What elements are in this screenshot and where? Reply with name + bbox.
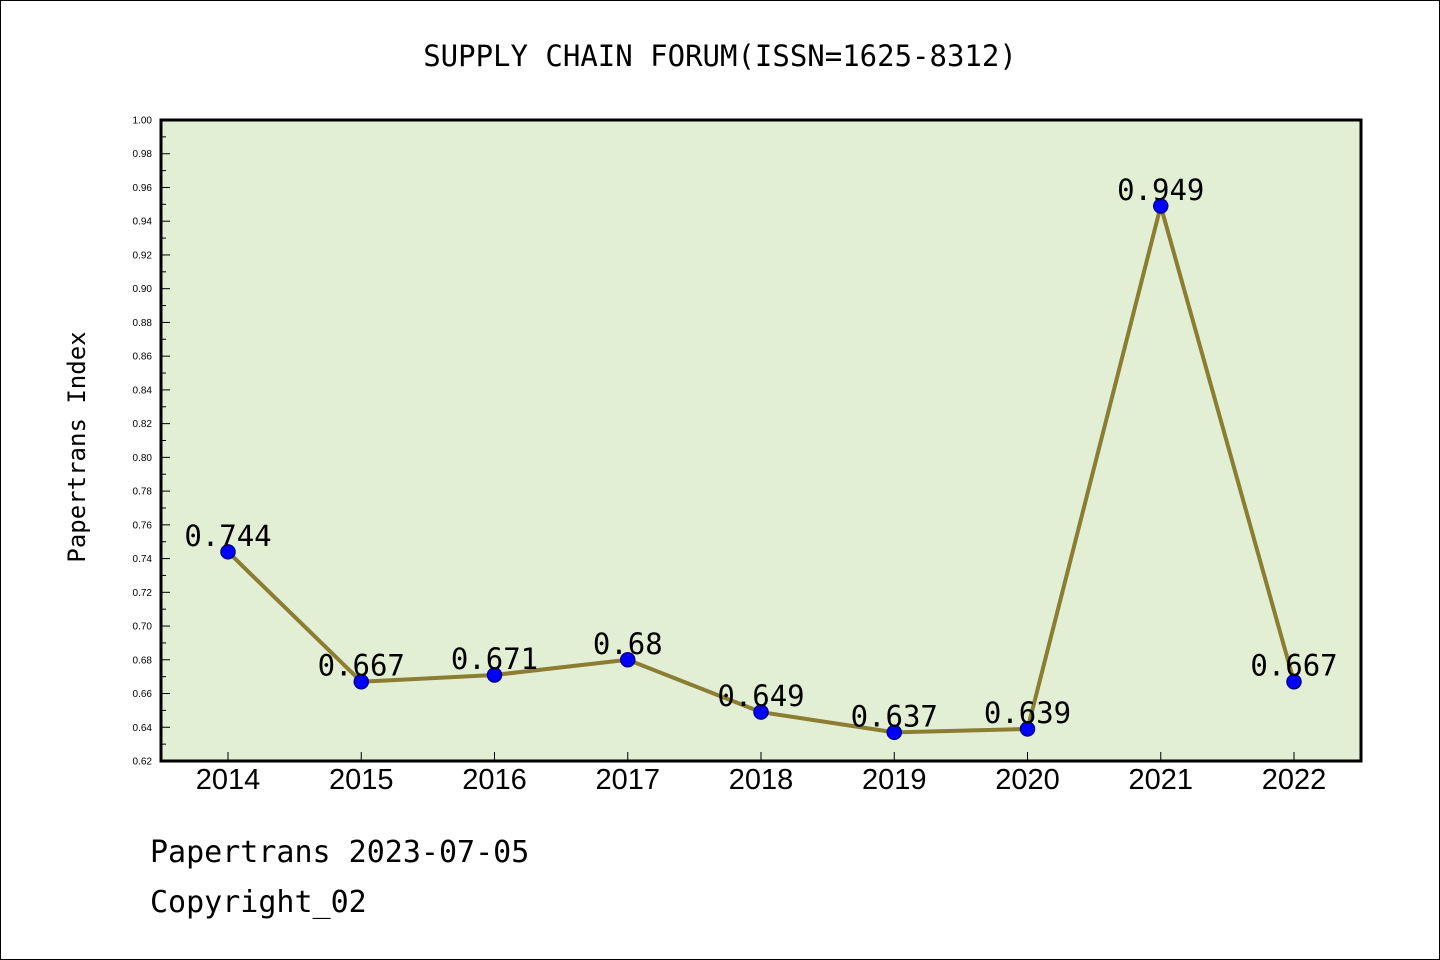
y-tick-label: 0.80: [133, 453, 153, 464]
x-tick-label: 2016: [462, 764, 527, 796]
chart-title: SUPPLY CHAIN FORUM(ISSN=1625-8312): [423, 39, 1017, 73]
y-tick-label: 0.92: [133, 250, 153, 261]
data-point: [1019, 721, 1036, 737]
data-label: 0.667: [1250, 649, 1337, 683]
x-tick-label: 2019: [862, 764, 927, 796]
y-tick-label: 0.66: [133, 689, 153, 700]
x-tick-label: 2015: [329, 764, 394, 796]
data-labels-group: 0.744 0.667 0.671 0.68 0.649 0.637 0.639 0.949 0…: [184, 173, 1337, 733]
y-tick-label: 0.86: [133, 352, 153, 363]
x-tick-label: 2020: [995, 764, 1060, 796]
data-label: 0.744: [184, 519, 271, 553]
data-label: 0.949: [1117, 173, 1204, 207]
y-tick-label: 0.88: [133, 318, 153, 329]
data-point: [753, 704, 769, 720]
data-label: 0.637: [851, 699, 938, 733]
data-point: [486, 667, 503, 683]
y-tick-label: 0.84: [133, 385, 153, 396]
y-tick-label: 0.78: [133, 487, 153, 498]
plot-border: [159, 118, 1363, 763]
y-tick-label: 0.96: [133, 183, 153, 194]
y-tick-label: 0.74: [133, 554, 153, 565]
data-point: [1286, 673, 1302, 690]
y-tick-label: 0.94: [133, 217, 153, 228]
data-label: 0.649: [717, 679, 804, 713]
footer-copyright: Copyright_02: [150, 885, 367, 920]
data-point: [620, 652, 636, 668]
y-tick-label: 0.68: [133, 655, 153, 666]
x-axis: 2014 2015 2016 2017 2018 2019 2020 2021 2022: [196, 752, 1327, 796]
y-tick-label: 0.82: [133, 419, 153, 430]
y-tick-label: 0.76: [133, 520, 153, 531]
plot-area: [161, 120, 1361, 761]
footer-date: Papertrans 2023-07-05: [150, 835, 530, 870]
x-tick-label: 2017: [595, 764, 660, 796]
data-label: 0.639: [984, 696, 1071, 730]
data-label: 0.671: [451, 642, 538, 676]
data-point: [886, 724, 902, 741]
data-label: 0.667: [318, 649, 405, 683]
y-axis-label: Papertrans Index: [63, 331, 91, 562]
y-tick-label: 0.64: [133, 723, 153, 734]
y-tick-label: 0.90: [133, 284, 153, 295]
y-tick-label: 1.00: [133, 116, 153, 127]
x-tick-label: 2018: [729, 764, 794, 796]
x-tick-label: 2021: [1128, 764, 1193, 796]
x-tick-label: 2022: [1262, 764, 1327, 796]
y-tick-label: 0.72: [133, 588, 153, 599]
data-point: [1153, 198, 1169, 214]
x-tick-label: 2014: [196, 764, 261, 796]
data-label: 0.68: [593, 627, 663, 661]
y-tick-label: 0.70: [133, 622, 153, 633]
data-point: [220, 544, 236, 560]
y-tick-label: 0.62: [133, 757, 153, 768]
y-tick-label: 0.98: [133, 149, 153, 160]
data-points-group: [220, 198, 1302, 741]
data-point: [353, 673, 369, 690]
